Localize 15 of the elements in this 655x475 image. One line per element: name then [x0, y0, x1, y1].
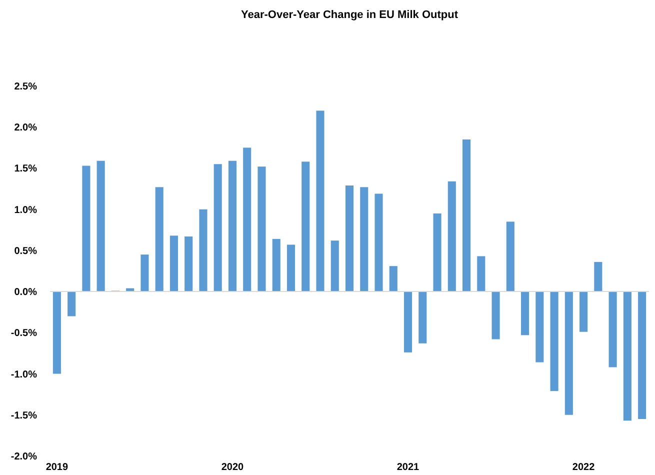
y-tick-label: 2.0% [14, 122, 38, 134]
y-tick-label: -0.5% [10, 328, 38, 340]
x-tick-label: 2020 [221, 462, 244, 473]
chart-title: Year-Over-Year Change in EU Milk Output [241, 9, 458, 21]
x-tick-label: 2019 [46, 462, 69, 473]
x-tick-label: 2022 [572, 462, 596, 473]
y-tick-label: -1.5% [10, 410, 38, 422]
y-tick-label: 1.0% [14, 204, 38, 216]
y-tick-label: 2.5% [14, 82, 38, 92]
y-tick-label: -2.0% [10, 452, 38, 462]
y-tick-label: 0.0% [14, 287, 38, 298]
y-tick-label: 0.5% [14, 246, 38, 257]
y-tick-label: -1.0% [10, 369, 38, 380]
x-tick-label: 2021 [396, 462, 420, 473]
y-tick-label: 1.5% [14, 164, 38, 175]
